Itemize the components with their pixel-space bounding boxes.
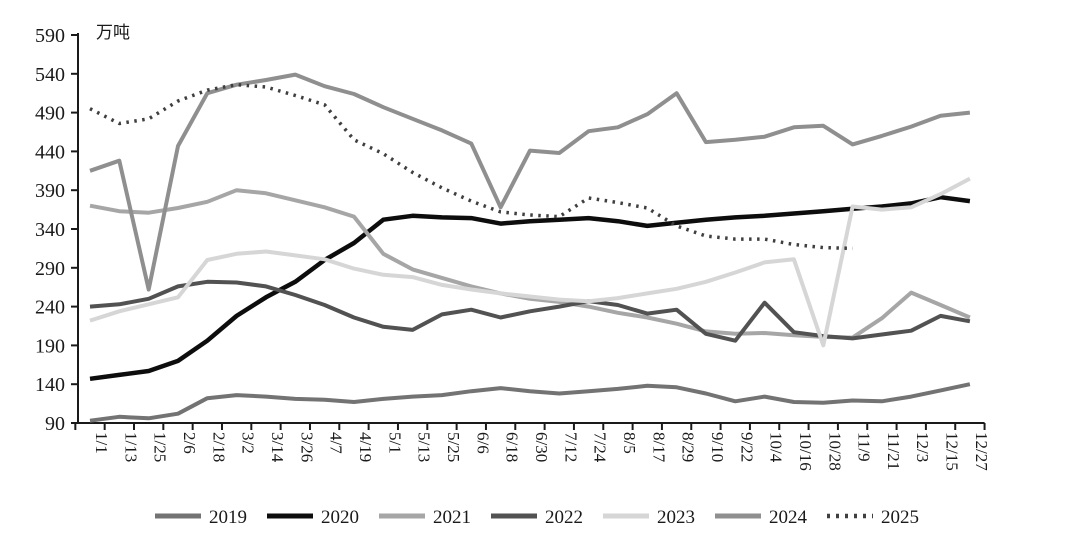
legend-item-2024: 2024 [715, 507, 808, 528]
x-axis-tick-label: 4/19 [356, 432, 375, 462]
legend-label-2025: 2025 [881, 507, 919, 528]
x-axis-tick-label: 4/7 [327, 432, 346, 454]
legend-label-2024: 2024 [769, 507, 808, 528]
legend: 2019 2020 2021 2022 2023 2024 2025 [155, 507, 919, 528]
x-axis-tick-label: 7/12 [561, 432, 580, 462]
y-axis-tick-label: 290 [35, 258, 65, 280]
legend-item-2023: 2023 [603, 507, 695, 528]
x-axis-tick-label: 6/30 [532, 432, 551, 462]
x-axis-tick-label: 6/6 [473, 432, 492, 454]
x-axis-tick-label: 5/25 [444, 432, 463, 462]
series-line-2019 [89, 382, 971, 423]
x-axis-tick-label: 11/9 [855, 432, 874, 462]
legend-item-2019: 2019 [155, 507, 247, 528]
x-axis-tick-label: 7/24 [591, 432, 610, 463]
legend-item-2025: 2025 [827, 507, 919, 528]
legend-label-2019: 2019 [209, 507, 247, 528]
x-axis-tick-label: 1/1 [92, 432, 111, 454]
x-axis-tick-label: 8/17 [649, 432, 668, 463]
legend-item-2021: 2021 [379, 507, 471, 528]
x-axis-tick-label: 2/18 [209, 432, 228, 462]
legend-item-2022: 2022 [491, 507, 583, 528]
axis-labels: 90 140 190 240 290 340 390 440 490 540 590 1/1 1/13 1… [35, 25, 991, 471]
x-axis-tick-label: 3/14 [268, 432, 287, 463]
y-axis-tick-label: 390 [35, 180, 65, 202]
legend-item-2020: 2020 [267, 507, 359, 528]
x-axis-tick-label: 9/10 [708, 432, 727, 462]
y-axis-tick-label: 440 [35, 141, 65, 163]
x-axis-tick-label: 12/15 [943, 432, 962, 471]
x-axis-tick-label: 10/4 [767, 432, 786, 463]
x-axis-tick-label: 10/28 [825, 432, 844, 471]
legend-label-2022: 2022 [545, 507, 583, 528]
legend-label-2023: 2023 [657, 507, 695, 528]
series-line-2023 [89, 176, 971, 348]
x-axis-tick-label: 5/13 [415, 432, 434, 462]
x-axis-tick-label: 12/27 [972, 432, 991, 471]
x-axis-tick-label: 3/26 [297, 432, 316, 462]
y-axis-tick-label: 190 [35, 335, 65, 357]
series-line-2021 [89, 188, 971, 340]
series-line-2024 [89, 72, 971, 292]
y-axis-tick-label: 340 [35, 219, 65, 241]
x-axis-tick-label: 8/5 [620, 432, 639, 454]
y-axis-tick-label: 90 [45, 413, 65, 435]
y-axis-tick-label: 540 [35, 64, 65, 86]
x-axis-tick-label: 2/6 [180, 432, 199, 454]
legend-label-2020: 2020 [321, 507, 359, 528]
y-axis-tick-label: 490 [35, 103, 65, 125]
y-axis-tick-label: 240 [35, 297, 65, 319]
x-axis-tick-label: 12/3 [913, 432, 932, 462]
legend-label-2021: 2021 [433, 507, 471, 528]
y-axis-tick-label: 590 [35, 25, 65, 47]
x-axis-tick-label: 8/29 [679, 432, 698, 462]
x-axis-tick-label: 9/22 [737, 432, 756, 462]
x-axis-tick-label: 11/21 [884, 432, 903, 470]
x-axis-tick-label: 10/16 [796, 432, 815, 471]
series-line-2020 [89, 194, 971, 382]
series-line-2025 [89, 82, 853, 251]
x-axis-tick-label: 6/18 [503, 432, 522, 462]
axes [71, 33, 986, 430]
x-axis-tick-label: 5/1 [385, 432, 404, 454]
y-axis-unit-label: 万吨 [96, 23, 130, 42]
series-lines [89, 72, 971, 423]
series-line-2022 [89, 279, 971, 343]
x-axis-tick-label: 1/13 [121, 432, 140, 462]
x-axis-tick-label: 1/25 [151, 432, 170, 462]
x-axis-tick-label: 3/2 [239, 432, 258, 454]
y-axis-tick-label: 140 [35, 374, 65, 396]
